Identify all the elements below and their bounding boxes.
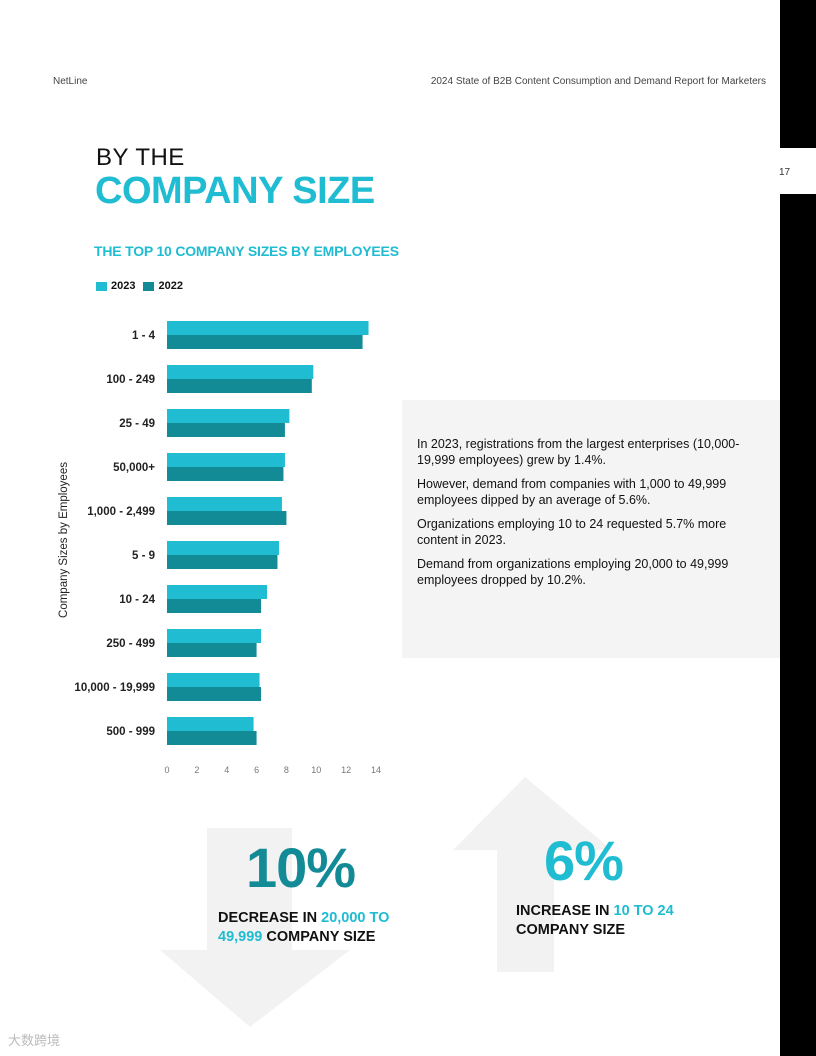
stat-caption-decrease-post: COMPANY SIZE bbox=[262, 929, 376, 945]
bar-2022-1 bbox=[167, 379, 312, 393]
x-tick-label: 12 bbox=[341, 765, 351, 775]
y-axis-label: Company Sizes by Employees bbox=[58, 462, 70, 618]
stat-value-increase: 6% bbox=[544, 829, 624, 892]
info-paragraph-2: However, demand from companies with 1,00… bbox=[417, 477, 727, 507]
stat-caption-decrease: DECREASE IN 20,000 TO 49,999 COMPANY SIZ… bbox=[218, 909, 418, 947]
category-label: 10 - 24 bbox=[119, 594, 155, 606]
legend-item-2023: 2023 bbox=[96, 280, 135, 292]
category-label: 25 - 49 bbox=[119, 418, 155, 430]
x-tick-label: 2 bbox=[194, 765, 199, 775]
stat-value-decrease: 10% bbox=[246, 836, 356, 899]
legend-label-2023: 2023 bbox=[111, 280, 136, 292]
page-tab bbox=[768, 148, 816, 194]
chart-legend: 2023 2022 bbox=[96, 280, 183, 292]
legend-swatch-2022 bbox=[143, 281, 155, 291]
bar-2023-3 bbox=[167, 453, 285, 467]
page-number: 17 bbox=[779, 167, 791, 178]
bar-2022-2 bbox=[167, 423, 285, 437]
bar-2022-5 bbox=[167, 555, 278, 569]
info-paragraph-1: In 2023, registrations from the largest … bbox=[417, 437, 740, 467]
x-tick-label: 0 bbox=[164, 765, 169, 775]
bar-2023-8 bbox=[167, 673, 260, 687]
category-label: 250 - 499 bbox=[106, 638, 155, 650]
x-tick-label: 8 bbox=[284, 765, 289, 775]
bar-2023-4 bbox=[167, 497, 282, 511]
bar-chart: 1 - 4 100 - 249 25 - 49 50,000+ 1,000 - 2,49… bbox=[58, 321, 381, 775]
bar-2022-7 bbox=[167, 643, 257, 657]
bar-2023-2 bbox=[167, 409, 290, 423]
legend-label-2022: 2022 bbox=[158, 280, 183, 292]
bar-2022-9 bbox=[167, 731, 257, 745]
info-paragraph-3: Organizations employing 10 to 24 request… bbox=[417, 517, 727, 547]
stat-caption-increase: INCREASE IN 10 TO 24 COMPANY SIZE bbox=[516, 902, 701, 940]
legend-item-2022: 2022 bbox=[143, 280, 183, 292]
bar-2022-4 bbox=[167, 511, 287, 525]
info-paragraph-4: Demand from organizations employing 20,0… bbox=[417, 557, 729, 587]
bar-2022-0 bbox=[167, 335, 363, 349]
category-label: 50,000+ bbox=[113, 462, 155, 474]
bar-2022-3 bbox=[167, 467, 284, 481]
info-panel: In 2023, registrations from the largest … bbox=[402, 400, 780, 658]
stat-caption-decrease-highlight: 20,000 TO 49,999 bbox=[218, 910, 390, 945]
brand-name: NetLine bbox=[53, 76, 88, 87]
bar-2022-8 bbox=[167, 687, 262, 701]
bar-2022-6 bbox=[167, 599, 262, 613]
x-tick-label: 6 bbox=[254, 765, 259, 775]
x-tick-label: 14 bbox=[371, 765, 381, 775]
bar-2023-5 bbox=[167, 541, 279, 555]
bar-2023-0 bbox=[167, 321, 369, 335]
x-tick-label: 10 bbox=[311, 765, 321, 775]
x-tick-label: 4 bbox=[224, 765, 229, 775]
report-title: 2024 State of B2B Content Consumption an… bbox=[430, 76, 766, 87]
bar-2023-6 bbox=[167, 585, 268, 599]
legend-swatch-2023 bbox=[96, 281, 107, 291]
stat-caption-increase-highlight: 10 TO 24 bbox=[613, 903, 674, 919]
watermark: 大数跨境 bbox=[8, 1033, 61, 1048]
chart-title: THE TOP 10 COMPANY SIZES BY EMPLOYEES bbox=[94, 243, 399, 259]
title-line1: BY THE bbox=[96, 144, 185, 171]
category-label: 1 - 4 bbox=[132, 330, 156, 342]
title-line2: COMPANY SIZE bbox=[95, 170, 375, 212]
stat-caption-decrease-pre: DECREASE IN bbox=[218, 910, 322, 926]
bar-2023-7 bbox=[167, 629, 262, 643]
category-label: 500 - 999 bbox=[106, 726, 155, 738]
bar-2023-1 bbox=[167, 365, 314, 379]
category-label: 10,000 - 19,999 bbox=[74, 682, 155, 694]
stat-caption-increase-post: COMPANY SIZE bbox=[516, 922, 626, 938]
bar-2023-9 bbox=[167, 717, 254, 731]
category-label: 5 - 9 bbox=[132, 550, 155, 562]
category-label: 1,000 - 2,499 bbox=[87, 506, 155, 518]
category-label: 100 - 249 bbox=[106, 374, 155, 386]
stat-caption-increase-pre: INCREASE IN bbox=[516, 903, 614, 919]
